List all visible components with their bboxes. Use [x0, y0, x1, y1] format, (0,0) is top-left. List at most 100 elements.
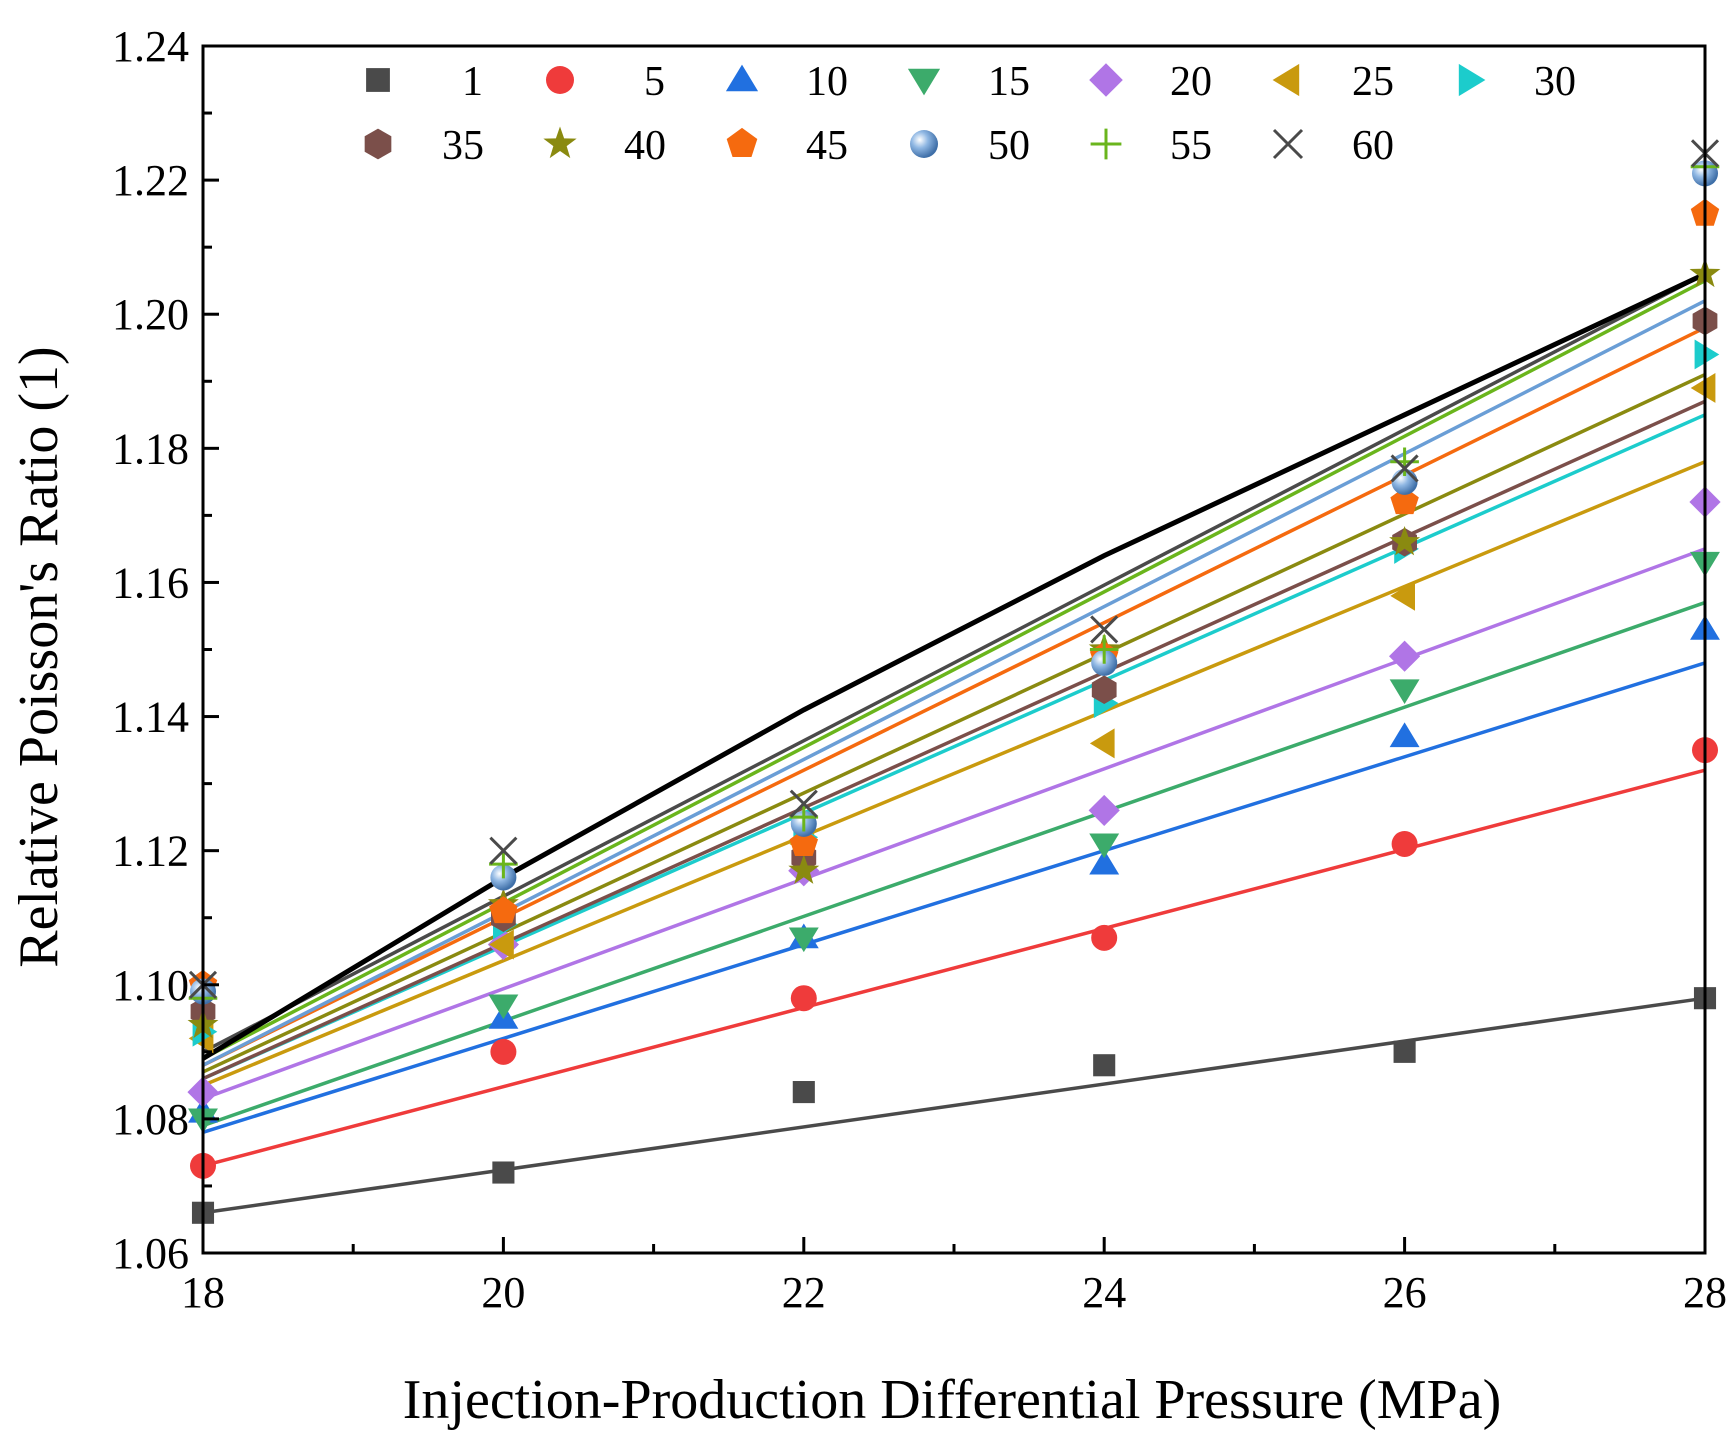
legend-item-25: 25	[1272, 59, 1394, 105]
legend-label: 40	[624, 123, 666, 169]
legend-label: 55	[1170, 123, 1212, 169]
y-tick-label: 1.24	[112, 22, 189, 71]
point-series-1	[492, 1161, 515, 1184]
x-tick-label: 24	[1082, 1268, 1126, 1317]
point-series-15	[788, 927, 819, 953]
point-series-15	[1089, 833, 1120, 859]
point-series-60	[789, 789, 818, 818]
y-tick-label: 1.18	[112, 424, 189, 473]
legend-label: 1	[462, 59, 483, 105]
y-tick-label: 1.16	[112, 558, 189, 607]
plot-frame	[201, 44, 1707, 1255]
point-series-5	[1091, 924, 1118, 951]
fit-line-45	[202, 326, 1706, 1067]
legend-label: 15	[988, 59, 1030, 105]
point-series-45	[789, 829, 819, 857]
point-series-25	[1089, 728, 1115, 759]
fit-line-20	[202, 547, 1706, 1101]
fit-line-35	[202, 399, 1706, 1081]
fit-line-50	[202, 299, 1706, 1067]
point-series-5	[1391, 830, 1418, 857]
legend-marker-25	[1272, 63, 1300, 97]
fit-line-30	[202, 413, 1706, 1081]
point-series-55	[489, 849, 518, 879]
legend-item-35: 35	[364, 123, 484, 169]
legend-item-20: 20	[1089, 59, 1212, 105]
legend-label: 45	[806, 123, 848, 169]
y-tick-label: 1.20	[112, 290, 189, 339]
fit-line-5	[202, 768, 1706, 1168]
legend-item-45: 45	[726, 123, 848, 169]
point-series-25	[1690, 373, 1716, 403]
point-series-30	[1694, 339, 1720, 370]
fit-line-60	[202, 272, 1706, 1054]
point-series-55	[1390, 447, 1419, 477]
legend-label: 50	[988, 123, 1030, 169]
point-series-25	[1390, 580, 1415, 611]
x-axis-title: Injection-Production Differential Pressu…	[403, 1369, 1501, 1431]
point-series-1	[792, 1081, 815, 1104]
point-series-60	[1390, 454, 1419, 483]
point-series-5	[490, 1038, 517, 1065]
point-series-15	[488, 994, 519, 1020]
fit-line-40	[202, 372, 1706, 1074]
legend-marker-15	[907, 68, 941, 96]
x-tick-label: 22	[782, 1268, 826, 1317]
fit-lines	[201, 271, 1707, 1215]
y-tick-label: 1.22	[112, 156, 189, 205]
point-series-25	[489, 929, 514, 960]
point-series-5	[790, 985, 817, 1012]
ticks: 18 20 22 24 26 28 1.06 1.08 1.10 1.12 1.14 1.16 1.18…	[112, 22, 1727, 1317]
legend-label: 35	[442, 123, 484, 169]
fit-line-15	[202, 600, 1706, 1128]
legend-marker-5	[546, 66, 574, 94]
legend-item-30: 30	[1458, 59, 1576, 105]
point-series-55	[1089, 635, 1119, 664]
legend-marker-60	[1272, 128, 1304, 160]
y-tick-label: 1.14	[112, 693, 189, 742]
legend-item-5: 5	[546, 59, 665, 105]
x-tick-label: 28	[1683, 1268, 1727, 1317]
legend-item-50: 50	[910, 123, 1030, 169]
point-series-60	[489, 836, 518, 865]
point-series-1	[1393, 1040, 1416, 1063]
point-series-40	[788, 854, 820, 884]
legend-item-55: 55	[1090, 123, 1212, 169]
y-tick-label: 1.06	[112, 1229, 189, 1278]
point-series-10	[1089, 849, 1120, 875]
legend-label: 30	[1534, 59, 1576, 105]
legend-marker-35	[364, 128, 392, 160]
legend-marker-50	[910, 130, 938, 158]
y-axis-title: Relative Poisson's Ratio (1)	[8, 346, 70, 967]
fit-line-25	[202, 460, 1706, 1087]
legend-item-15: 15	[907, 59, 1030, 105]
fit-line-1	[202, 996, 1706, 1215]
point-series-1	[1093, 1054, 1116, 1077]
y-tick-label: 1.10	[112, 961, 189, 1010]
legend-marker-1	[366, 68, 390, 92]
legend-marker-40	[543, 126, 577, 159]
legend-label: 60	[1352, 123, 1394, 169]
legend-marker-30	[1458, 63, 1486, 97]
point-series-45	[489, 896, 518, 924]
legend-marker-45	[726, 127, 758, 158]
point-series-45	[1390, 487, 1419, 515]
legend-label: 25	[1352, 59, 1394, 105]
fit-line-10	[202, 661, 1706, 1134]
x-tick-label: 18	[181, 1268, 225, 1317]
legend-item-1: 1	[366, 59, 483, 105]
envelope-line	[201, 271, 1707, 1061]
x-tick-label: 20	[481, 1268, 525, 1317]
fit-line-55	[202, 279, 1706, 1061]
point-series-15	[1389, 679, 1420, 705]
y-tick-label: 1.08	[112, 1095, 189, 1144]
legend-marker-10	[725, 64, 759, 92]
legend-label: 10	[806, 59, 848, 105]
point-series-20	[1389, 640, 1421, 672]
point-series-10	[1389, 722, 1420, 748]
legend-label: 5	[644, 59, 665, 105]
legend-item-10: 10	[725, 59, 848, 105]
x-tick-label: 26	[1383, 1268, 1427, 1317]
